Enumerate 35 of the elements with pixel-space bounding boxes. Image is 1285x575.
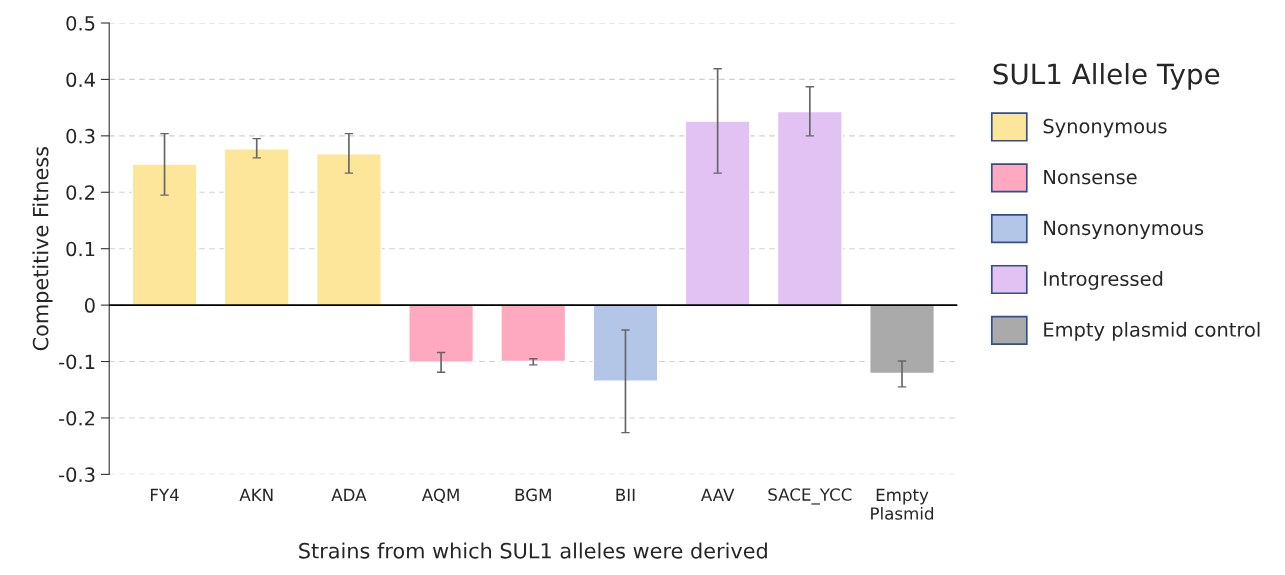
x-tick-label: SACE_YCC [768, 488, 852, 505]
bar [408, 304, 475, 363]
bar [500, 304, 567, 363]
bar [131, 163, 198, 306]
y-tick-label: -0.1 [59, 354, 95, 370]
y-tick-label: 0.2 [66, 185, 95, 200]
y-tick-label: -0.3 [59, 467, 95, 483]
x-axis-title: Strains from which SUL1 alleles were derived [299, 542, 767, 559]
bar [684, 120, 751, 306]
y-tick-label: 0 [84, 298, 95, 313]
x-tick-label: FY4 [150, 488, 179, 501]
bar [315, 153, 382, 306]
y-axis-title: Competitive Fitness [32, 146, 53, 351]
legend-label: Introgressed [1044, 271, 1163, 290]
bar [869, 304, 935, 375]
legend-label: Nonsense [1044, 169, 1137, 185]
x-tick-label: BII [616, 488, 635, 501]
bar [223, 148, 290, 306]
y-tick-label: -0.2 [59, 410, 95, 426]
x-tick-label: AKN [239, 488, 273, 501]
legend-title: SUL1 Allele Type [993, 62, 1220, 90]
y-tick-label: 0.5 [66, 15, 95, 31]
x-tick-label: AAV [700, 488, 735, 501]
legend-label: Synonymous [1043, 118, 1167, 138]
y-tick-label: 0.1 [66, 241, 95, 257]
x-tick-label: AQM [421, 488, 459, 504]
bar [776, 110, 843, 306]
legend-label: Empty plasmid control [1044, 321, 1260, 341]
y-tick-label: 0.3 [66, 128, 95, 144]
y-tick-label: 0.4 [66, 72, 95, 88]
x-tick-label: Empty Plasmid [871, 488, 934, 520]
x-tick-label: BGM [515, 488, 551, 502]
legend-label: Nonsynonymous [1044, 220, 1204, 239]
x-tick-label: ADA [331, 488, 367, 501]
bar [592, 304, 659, 382]
